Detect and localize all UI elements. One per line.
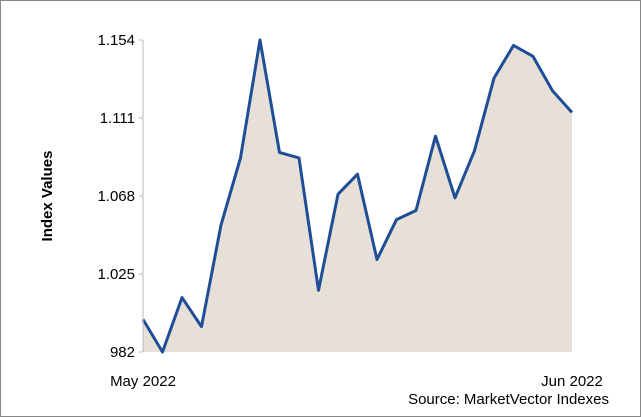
y-tick-label: 1.068 [97,188,135,205]
y-tick-label: 1.154 [97,32,135,49]
y-axis-label: Index Values [39,151,56,242]
y-tick-label: 1.025 [97,266,135,283]
source: Source: MarketVector Indexes [408,391,609,408]
y-tick-label: 982 [110,344,135,361]
y-tick-label: 1.111 [100,110,135,127]
line [141,38,574,354]
x-tick-label: May 2022 [110,373,176,390]
area [143,40,572,352]
x-tick-label: Jun 2022 [541,373,603,390]
